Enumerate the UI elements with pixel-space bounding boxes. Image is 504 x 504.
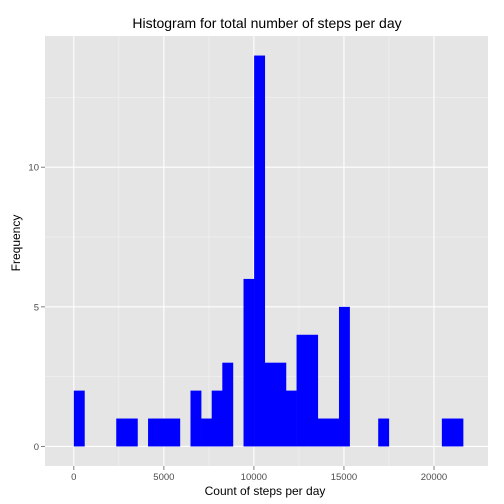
histogram-bar <box>328 418 340 447</box>
histogram-bar <box>285 390 297 447</box>
histogram-bar <box>307 334 319 447</box>
histogram-bar <box>264 362 276 447</box>
histogram-bars <box>73 55 464 447</box>
histogram-bar <box>222 362 234 447</box>
axis-tick-labels: 0 5000 10000 15000 20000 0 5 10 <box>28 163 447 483</box>
x-tick-label: 20000 <box>421 472 447 483</box>
axis-ticks <box>41 166 435 470</box>
histogram-bar <box>190 390 202 447</box>
y-tick-label: 0 <box>34 442 39 453</box>
y-tick-label: 10 <box>28 163 39 174</box>
histogram-bar <box>158 418 170 447</box>
x-axis-label: Count of steps per day <box>205 484 326 498</box>
histogram-bar <box>452 418 464 447</box>
histogram-bar <box>243 278 255 447</box>
histogram-bar <box>338 306 350 447</box>
histogram-bar <box>126 418 138 447</box>
histogram-bar <box>116 418 128 447</box>
histogram-bar <box>148 418 159 447</box>
histogram-bar <box>201 418 213 447</box>
y-tick-label: 5 <box>34 302 39 313</box>
histogram-bar <box>211 390 223 447</box>
histogram-bar <box>275 362 287 447</box>
x-tick-label: 5000 <box>153 472 174 483</box>
histogram-bar <box>317 418 329 447</box>
histogram-bar <box>441 418 453 447</box>
x-tick-label: 10000 <box>241 472 267 483</box>
histogram-bar <box>254 55 266 447</box>
y-axis-label: Frequency <box>9 215 23 272</box>
histogram-bar <box>378 418 390 447</box>
x-tick-label: 15000 <box>331 472 357 483</box>
histogram-bar <box>169 418 181 447</box>
histogram-bar <box>73 390 85 447</box>
chart-title: Histogram for total number of steps per … <box>132 15 401 31</box>
histogram-bar <box>296 334 308 447</box>
x-tick-label: 0 <box>71 472 76 483</box>
